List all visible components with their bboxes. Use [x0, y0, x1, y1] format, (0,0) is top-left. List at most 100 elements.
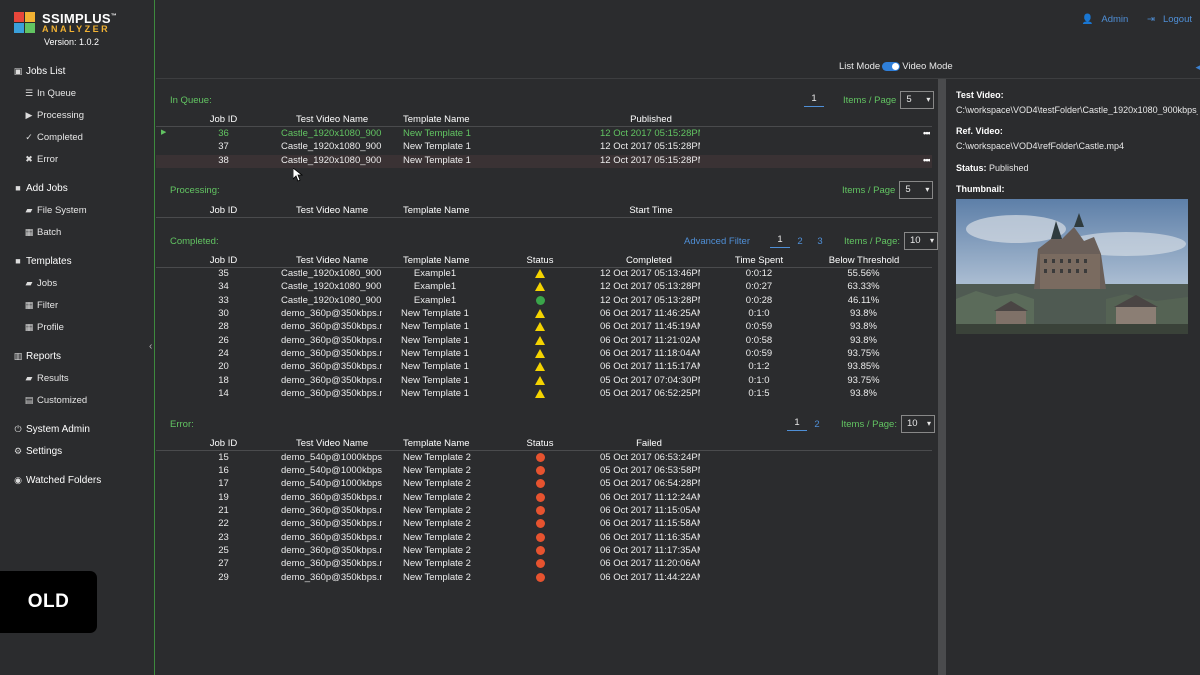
error-page-1[interactable]: 1 — [787, 417, 807, 431]
col-completed[interactable]: Completed — [626, 255, 672, 266]
sidebar-item-reports[interactable]: ▥ Reports — [12, 351, 61, 362]
template-cell: New Template 2 — [403, 518, 471, 530]
error-pager: 1 2 Items / Page: 10 — [787, 415, 935, 433]
table-row[interactable]: 20 demo_360p@350kbps.mp4 New Template 1 06 … — [156, 361, 932, 374]
sidebar-item-batch[interactable]: ▦ Batch — [23, 227, 62, 238]
collapse-sidebar-icon[interactable]: ‹ — [149, 341, 153, 352]
completed-page-1[interactable]: 1 — [770, 234, 791, 248]
col-template[interactable]: Template Name — [403, 114, 470, 125]
sidebar-item-settings[interactable]: ⚙ Settings — [12, 446, 62, 457]
video-camera-icon: ■ — [15, 183, 21, 193]
logout-link[interactable]: ⇥ Logout — [1146, 14, 1192, 25]
sidebar-item-file-system[interactable]: ▰ File System — [23, 205, 87, 216]
job-id-cell: 36 — [218, 128, 229, 139]
table-row[interactable]: 17 demo_540p@1000kbps.mp4 New Template 2 05… — [156, 478, 932, 491]
sidebar-item-customized[interactable]: ▤ Customized — [23, 395, 87, 406]
processing-items-select[interactable]: 5 — [899, 181, 934, 199]
error-items-select[interactable]: 10 — [900, 415, 935, 433]
job-status: Status: Published — [956, 163, 1029, 173]
admin-link[interactable]: 👤 Admin — [1081, 14, 1129, 25]
sidebar-item-watched-folders[interactable]: ◉ Watched Folders — [12, 475, 101, 486]
app-logo[interactable]: SSIMPLUS™ ANALYZER Version: 1.0.2 — [14, 11, 144, 48]
sidebar-item-jobs-list[interactable]: ▣ Jobs List — [12, 66, 66, 77]
job-id-cell: 27 — [218, 558, 229, 570]
video-thumbnail[interactable] — [956, 199, 1188, 334]
test-video-cell: Castle_1920x1080_900kbps.mp4 — [281, 128, 382, 139]
table-row[interactable]: 22 demo_360p@350kbps.mp4 New Template 2 06 … — [156, 518, 932, 531]
col-below-threshold[interactable]: Below Threshold — [828, 255, 900, 266]
row-actions-icon[interactable]: ••• — [923, 154, 930, 166]
table-row[interactable]: 28 demo_360p@350kbps.mp4 New Template 1 06 … — [156, 321, 932, 334]
col-status[interactable]: Status — [526, 438, 554, 449]
col-job-id[interactable]: Job ID — [209, 114, 238, 125]
sidebar-item-profile[interactable]: ▦ Profile — [23, 322, 64, 333]
sidebar-item-add-jobs[interactable]: ■ Add Jobs — [12, 183, 67, 194]
completed-page-3[interactable]: 3 — [817, 235, 823, 247]
sidebar-item-completed[interactable]: ✓ Completed — [23, 132, 83, 143]
sidebar-item-results[interactable]: ▰ Results — [23, 373, 69, 384]
col-template[interactable]: Template Name — [403, 255, 470, 266]
sidebar-item-templates[interactable]: ■ Templates — [12, 256, 71, 267]
col-failed[interactable]: Failed — [636, 438, 662, 449]
mode-switch[interactable] — [882, 62, 901, 71]
sidebar-item-in-queue[interactable]: ☰ In Queue — [23, 88, 76, 99]
completed-page-2[interactable]: 2 — [797, 235, 803, 247]
table-row[interactable]: ▶ 36 Castle_1920x1080_900kbps.mp4 New Templ… — [156, 128, 932, 141]
table-row[interactable]: 34 Castle_1920x1080_900kbps.mp4 Example1 12… — [156, 281, 932, 294]
expand-panel-icon[interactable]: ◂ — [1195, 62, 1200, 72]
table-row[interactable]: 33 Castle_1920x1080_900kbps.mp4 Example1 12… — [156, 295, 932, 308]
table-row[interactable]: 30 demo_360p@350kbps.mp4 New Template 1 06 … — [156, 308, 932, 321]
col-test-video[interactable]: Test Video Name — [296, 205, 369, 216]
col-template[interactable]: Template Name — [403, 438, 470, 449]
col-job-id[interactable]: Job ID — [209, 255, 238, 266]
table-row[interactable]: 35 Castle_1920x1080_900kbps.mp4 Example1 12… — [156, 268, 932, 281]
col-job-id[interactable]: Job ID — [209, 205, 238, 216]
table-row[interactable]: 14 demo_360p@350kbps.mp4 New Template 1 05 … — [156, 388, 932, 401]
table-row[interactable]: 19 demo_360p@350kbps.mp4 New Template 2 06 … — [156, 492, 932, 505]
main-scrollbar[interactable] — [938, 79, 946, 675]
row-actions-icon[interactable]: ••• — [923, 128, 930, 139]
table-row[interactable]: 38 Castle_1920x1080_900kbps.mp4 New Templa… — [156, 154, 932, 169]
col-test-video[interactable]: Test Video Name — [296, 114, 369, 125]
col-start-time[interactable]: Start Time — [629, 205, 673, 216]
queue-items-select[interactable]: 5 — [900, 91, 935, 109]
template-cell: New Template 1 — [401, 361, 469, 373]
col-template[interactable]: Template Name — [403, 205, 470, 216]
completed-items-select[interactable]: 10 — [904, 232, 938, 250]
col-test-video[interactable]: Test Video Name — [296, 438, 369, 449]
sidebar-item-system-admin[interactable]: ⏻ System Admin — [12, 424, 89, 435]
status-cell — [520, 361, 560, 373]
job-details-panel: Test Video: C:\workspace\VOD4\testFolder… — [946, 79, 1200, 675]
sidebar-item-processing[interactable]: ▶ Processing — [23, 110, 84, 121]
status-cell — [520, 308, 560, 320]
advanced-filter-link[interactable]: Advanced Filter — [684, 235, 751, 247]
col-time-spent[interactable]: Time Spent — [734, 255, 784, 266]
time-spent-cell: 0:0:12 — [745, 268, 773, 279]
test-video-cell: demo_360p@350kbps.mp4 — [281, 531, 382, 543]
table-row[interactable]: 29 demo_360p@350kbps.mp4 New Template 2 06 … — [156, 572, 932, 585]
col-test-video[interactable]: Test Video Name — [296, 255, 369, 266]
error-icon — [535, 505, 545, 515]
table-row[interactable]: 24 demo_360p@350kbps.mp4 New Template 1 06 … — [156, 348, 932, 361]
col-job-id[interactable]: Job ID — [209, 438, 238, 449]
table-row[interactable]: 25 demo_360p@350kbps.mp4 New Template 2 06 … — [156, 545, 932, 558]
col-status[interactable]: Status — [526, 255, 554, 266]
queue-page-1[interactable]: 1 — [804, 93, 824, 107]
error-page-2[interactable]: 2 — [814, 418, 820, 430]
sidebar-item-filter[interactable]: ▦ Filter — [23, 300, 58, 311]
table-row[interactable]: 21 demo_360p@350kbps.mp4 New Template 2 06 … — [156, 505, 932, 518]
test-video-cell: Castle_1920x1080_900kbps.mp4 — [281, 154, 382, 166]
table-row[interactable]: 27 demo_360p@350kbps.mp4 New Template 2 06 … — [156, 558, 932, 571]
table-row[interactable]: 15 demo_540p@1000kbps.mp4 New Template 2 05… — [156, 452, 932, 465]
table-row[interactable]: 18 demo_360p@350kbps.mp4 New Template 1 05 … — [156, 375, 932, 388]
table-row[interactable]: 37 Castle_1920x1080_900kbps.mp4 New Templa… — [156, 141, 932, 154]
completed-cell: 12 Oct 2017 05:13:28PM — [600, 294, 700, 306]
table-row[interactable]: 26 demo_360p@350kbps.mp4 New Template 1 06 … — [156, 335, 932, 348]
table-row[interactable]: 23 demo_360p@350kbps.mp4 New Template 2 06 … — [156, 532, 932, 545]
table-row[interactable]: 16 demo_540p@1000kbps.mp4 New Template 2 05… — [156, 465, 932, 478]
sidebar-item-error[interactable]: ✖ Error — [23, 154, 58, 165]
monitor-icon: ▣ — [13, 66, 23, 76]
col-published[interactable]: Published — [630, 114, 672, 125]
sidebar-item-jobs[interactable]: ▰ Jobs — [23, 278, 58, 289]
sidebar-item-label: Jobs — [37, 278, 58, 289]
